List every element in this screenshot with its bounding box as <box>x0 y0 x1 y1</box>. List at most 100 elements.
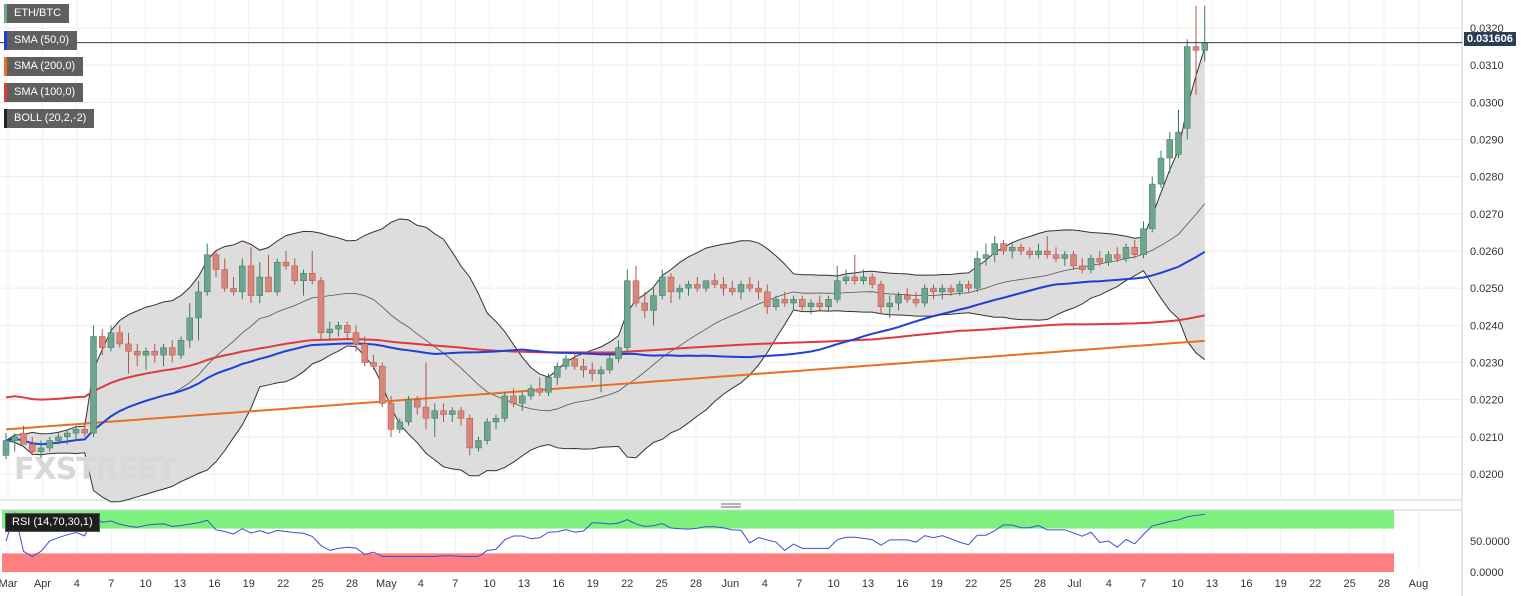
fxstreet-watermark: FXSTREET <box>14 452 177 487</box>
candle-body <box>475 440 482 449</box>
candle-bearish <box>1044 236 1051 259</box>
candle-body <box>1026 250 1033 255</box>
candle-bullish <box>46 436 53 452</box>
candle-body <box>1044 250 1051 255</box>
legend-boll[interactable]: BOLL (20,2,-2) <box>4 109 95 128</box>
candle-body <box>1166 139 1173 159</box>
x-tick-label: Jul <box>1067 578 1081 590</box>
candle-bullish <box>501 392 508 422</box>
x-tick-label: 16 <box>1240 578 1252 590</box>
candle-bullish <box>186 303 193 348</box>
candle-body <box>755 287 762 293</box>
candle-bullish <box>160 343 167 367</box>
candle-body <box>519 395 526 404</box>
candle-body <box>1157 157 1165 185</box>
candle-body <box>1131 247 1138 255</box>
legend-sma200-label: SMA (200,0) <box>14 60 76 72</box>
candle-body <box>134 351 141 356</box>
candle-bearish <box>816 295 823 311</box>
candle-bearish <box>99 329 106 356</box>
candle-bullish <box>484 418 491 445</box>
legend-pair[interactable]: ETH/BTC <box>4 4 70 23</box>
candle-bearish <box>247 247 255 304</box>
legend-sma50[interactable]: SMA (50,0) <box>4 31 78 50</box>
candle-body <box>685 284 692 289</box>
candle-body <box>317 280 325 334</box>
candle-bearish <box>134 343 141 367</box>
candle-body <box>64 432 71 438</box>
candle-body <box>186 317 193 341</box>
candle-bullish <box>90 325 97 437</box>
candle-bearish <box>1070 251 1077 270</box>
candle-bullish <box>807 299 815 315</box>
candle-bullish <box>1184 39 1191 140</box>
candle-bullish <box>1035 243 1042 259</box>
candle-body <box>737 284 745 293</box>
candle-bullish <box>606 355 613 374</box>
candle-body <box>1079 265 1086 270</box>
candle-bearish <box>265 254 272 293</box>
candle-body <box>37 447 45 452</box>
legend-sma100[interactable]: SMA (100,0) <box>4 83 84 102</box>
candle-body <box>615 347 622 360</box>
candle-bearish <box>1131 239 1138 259</box>
candle-body <box>309 273 316 281</box>
sma200-line <box>5 339 1205 431</box>
candle-bearish <box>387 395 395 437</box>
candle-bearish <box>1052 247 1060 263</box>
candle-bullish <box>1061 251 1068 266</box>
candle-body <box>291 265 298 281</box>
candle-bullish <box>492 414 500 430</box>
candle-body <box>457 410 465 419</box>
x-tick-label: 16 <box>208 578 220 590</box>
candle-bullish <box>1009 243 1016 259</box>
legend-rsi[interactable]: RSI (14,70,30,1) <box>5 513 100 532</box>
x-tick-label: 7 <box>108 578 114 590</box>
legend-sma200[interactable]: SMA (200,0) <box>4 57 84 76</box>
candle-bearish <box>422 362 430 430</box>
legend-boll-label: BOLL (20,2,-2) <box>14 112 87 124</box>
candle-body <box>484 421 491 441</box>
candle-body <box>2 440 10 456</box>
candle-body <box>265 276 272 293</box>
candle-bullish <box>956 280 963 296</box>
candle-bearish <box>317 277 325 341</box>
x-tick-label: 19 <box>243 578 255 590</box>
candle-bullish <box>527 384 535 400</box>
candle-bearish <box>589 362 596 382</box>
candle-bullish <box>982 243 990 266</box>
candle-body <box>1096 258 1103 263</box>
candle-body <box>965 284 972 289</box>
panel-divider-handle[interactable] <box>721 503 741 508</box>
candle-bullish <box>449 407 456 422</box>
candle-bearish <box>912 291 920 307</box>
x-tick-label: 28 <box>690 578 702 590</box>
x-tick-label: May <box>376 578 397 590</box>
x-tick-label: 28 <box>1034 578 1046 590</box>
candle-body <box>256 276 263 296</box>
candle-body <box>204 254 211 293</box>
candle-bullish <box>895 291 902 311</box>
sma50-swatch <box>4 31 7 50</box>
candle-bearish <box>799 295 806 311</box>
candle-bearish <box>81 421 88 437</box>
candle-bearish <box>667 273 675 304</box>
candle-bullish <box>239 258 246 300</box>
candle-body <box>860 276 867 281</box>
candle-bearish <box>309 251 316 285</box>
candle-body <box>46 440 53 449</box>
candle-body <box>1105 254 1112 263</box>
candle-body <box>81 429 88 434</box>
x-tick-label: 4 <box>418 578 424 590</box>
candle-body <box>904 295 911 300</box>
candle-bullish <box>886 295 893 318</box>
sma200-swatch <box>4 57 7 76</box>
bollinger-lower-line <box>5 270 1206 503</box>
candle-body <box>29 444 36 452</box>
candle-body <box>956 284 963 293</box>
candle-bearish <box>694 277 701 292</box>
candle-body <box>720 284 727 289</box>
x-tick-label: 16 <box>896 578 908 590</box>
